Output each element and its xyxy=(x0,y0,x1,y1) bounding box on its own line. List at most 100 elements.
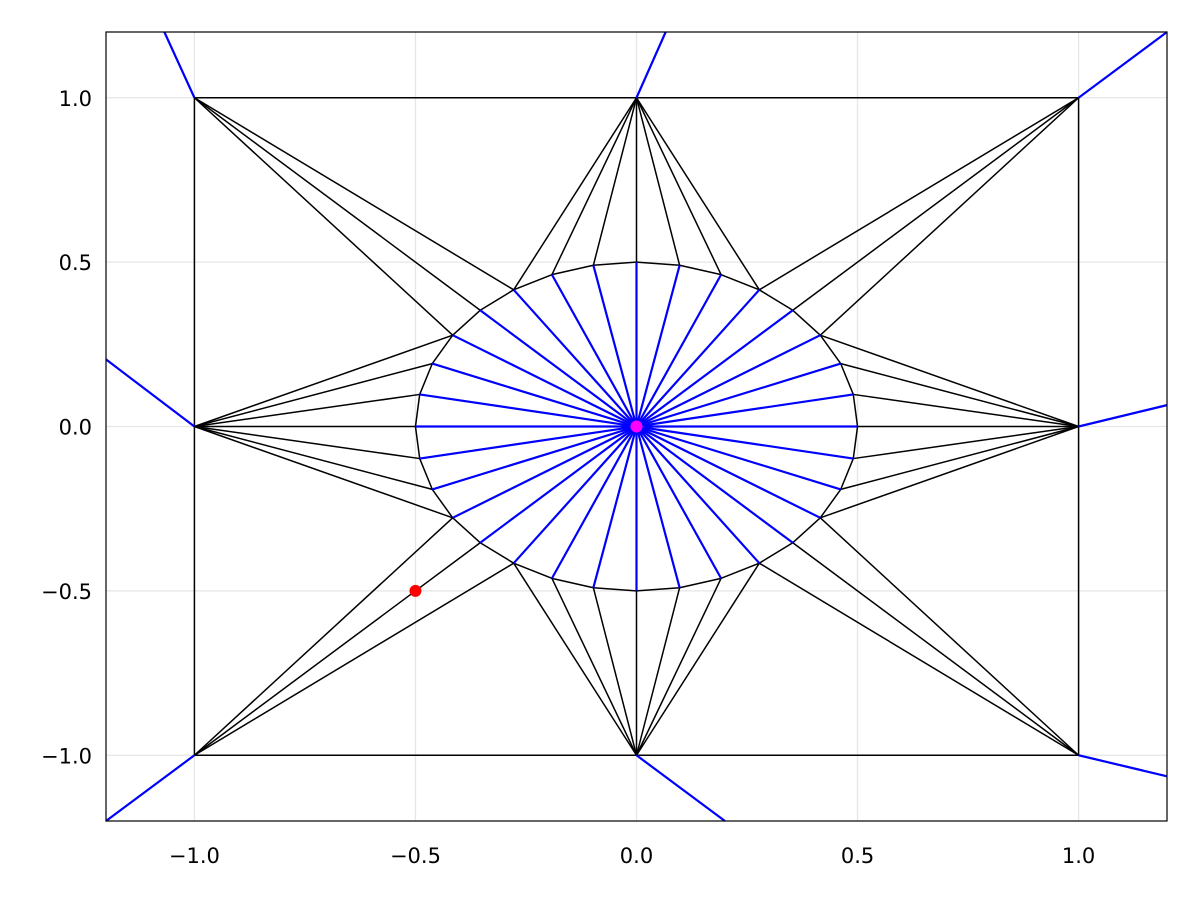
triangulation-edge xyxy=(635,97,681,266)
voronoi-edge xyxy=(636,425,842,491)
point-marker xyxy=(409,584,422,597)
triangulation-edge xyxy=(792,97,1080,311)
voronoi-edge xyxy=(635,309,794,428)
voronoi-ray xyxy=(105,754,196,822)
triangulation-edge xyxy=(853,425,1079,460)
triangulation-edge xyxy=(193,97,481,311)
triangulation-edge xyxy=(840,425,1079,491)
voronoi-edge xyxy=(635,425,723,579)
point-marker xyxy=(630,420,643,433)
triangulation-edge xyxy=(635,97,760,291)
voronoi-edge xyxy=(636,425,854,460)
triangulation-edge xyxy=(758,97,1079,291)
voronoi-edge xyxy=(550,425,638,579)
voronoi-edge xyxy=(431,425,637,491)
y-tick-label: 0.5 xyxy=(59,251,92,275)
voronoi-edge xyxy=(635,425,794,544)
circle-edge xyxy=(852,394,859,427)
voronoi-ray xyxy=(1077,31,1168,99)
triangulation-edge xyxy=(193,517,454,756)
triangulation-edge xyxy=(820,425,1079,519)
voronoi-edge xyxy=(635,426,681,589)
x-tick-label: 1.0 xyxy=(1062,844,1095,868)
circle-edge xyxy=(840,363,854,395)
triangulation-edge xyxy=(551,97,638,275)
circle-edge xyxy=(792,517,821,544)
circle-edge xyxy=(819,488,842,519)
circle-edge xyxy=(679,264,722,276)
triangulation-edge xyxy=(592,587,638,756)
voronoi-ray xyxy=(1078,404,1168,428)
circle-edge xyxy=(479,542,515,564)
triangulation-edge xyxy=(635,97,722,275)
triangulation-edge xyxy=(194,425,433,491)
circle-edge xyxy=(414,394,421,427)
triangulation-edge xyxy=(592,97,638,266)
voronoi-ray xyxy=(635,754,726,822)
circle-edge xyxy=(852,426,859,459)
voronoi-edge xyxy=(635,264,681,427)
x-tick-label: 0.0 xyxy=(620,844,653,868)
y-axis: −1.0 −0.5 0.0 0.5 1.0 xyxy=(41,87,92,769)
triangulation-edge xyxy=(853,393,1079,428)
plot-frame xyxy=(105,31,1168,822)
triangulation-edge xyxy=(194,425,420,460)
voronoi-edge xyxy=(636,425,821,519)
circle-edge xyxy=(452,309,481,336)
circle-edge xyxy=(551,264,594,276)
triangulation-edge xyxy=(820,334,1079,428)
x-tick-label: −0.5 xyxy=(390,844,441,868)
triangulation-edge xyxy=(758,562,1079,756)
voronoi-ray xyxy=(1078,754,1168,778)
circle-edge xyxy=(431,334,454,365)
circle-edge xyxy=(513,273,553,291)
voronoi-edge xyxy=(636,362,842,428)
circle-edge xyxy=(720,562,760,580)
circle-edge xyxy=(758,542,794,564)
triangulation-edge xyxy=(194,562,515,756)
triangulation-edge xyxy=(193,542,481,756)
triangulation-edges xyxy=(193,97,1080,756)
x-axis: −1.0 −0.5 0.0 0.5 1.0 xyxy=(169,844,1095,868)
triangulation-edge xyxy=(194,334,453,428)
triangulation-edge xyxy=(193,97,454,336)
triangulation-edge xyxy=(635,562,760,756)
voronoi-edge xyxy=(419,393,637,428)
triangulation-edge xyxy=(635,578,722,756)
circle-edge xyxy=(758,289,794,311)
triangulation-edge xyxy=(819,97,1080,336)
voronoi-ray xyxy=(635,31,667,99)
triangulation-edge xyxy=(513,562,638,756)
x-tick-label: 0.5 xyxy=(841,844,874,868)
voronoi-edge xyxy=(635,274,723,428)
voronoi-edge xyxy=(419,425,637,460)
voronoi-edge xyxy=(636,334,821,428)
voronoi-edge xyxy=(592,426,638,589)
triangulation-edge xyxy=(551,578,638,756)
circle-edge xyxy=(593,261,637,267)
circle-edge xyxy=(431,488,454,519)
voronoi-ray xyxy=(163,31,196,99)
triangulation-edge xyxy=(194,362,433,428)
voronoi-edge xyxy=(512,289,638,428)
triangulation-edge xyxy=(513,97,638,291)
y-tick-label: 1.0 xyxy=(59,87,92,111)
triangulation-edge xyxy=(635,587,681,756)
voronoi-edge xyxy=(452,334,637,428)
circle-edge xyxy=(792,309,821,336)
triangulation-edge xyxy=(194,425,453,519)
circle-edge xyxy=(513,562,553,580)
triangulation-edge xyxy=(194,393,420,428)
triangulation-edge xyxy=(819,517,1080,756)
circle-edge xyxy=(419,458,433,490)
circle-edge xyxy=(819,334,842,365)
triangulation-edge xyxy=(792,542,1080,756)
voronoi-edge xyxy=(479,309,638,428)
voronoi-edge xyxy=(592,264,638,427)
y-tick-label: −0.5 xyxy=(41,580,92,604)
voronoi-edge xyxy=(635,289,761,428)
voronoi-ray xyxy=(105,358,196,428)
voronoi-edge xyxy=(431,362,637,428)
circle-edge xyxy=(636,586,680,592)
triangulation-edge xyxy=(840,362,1079,428)
